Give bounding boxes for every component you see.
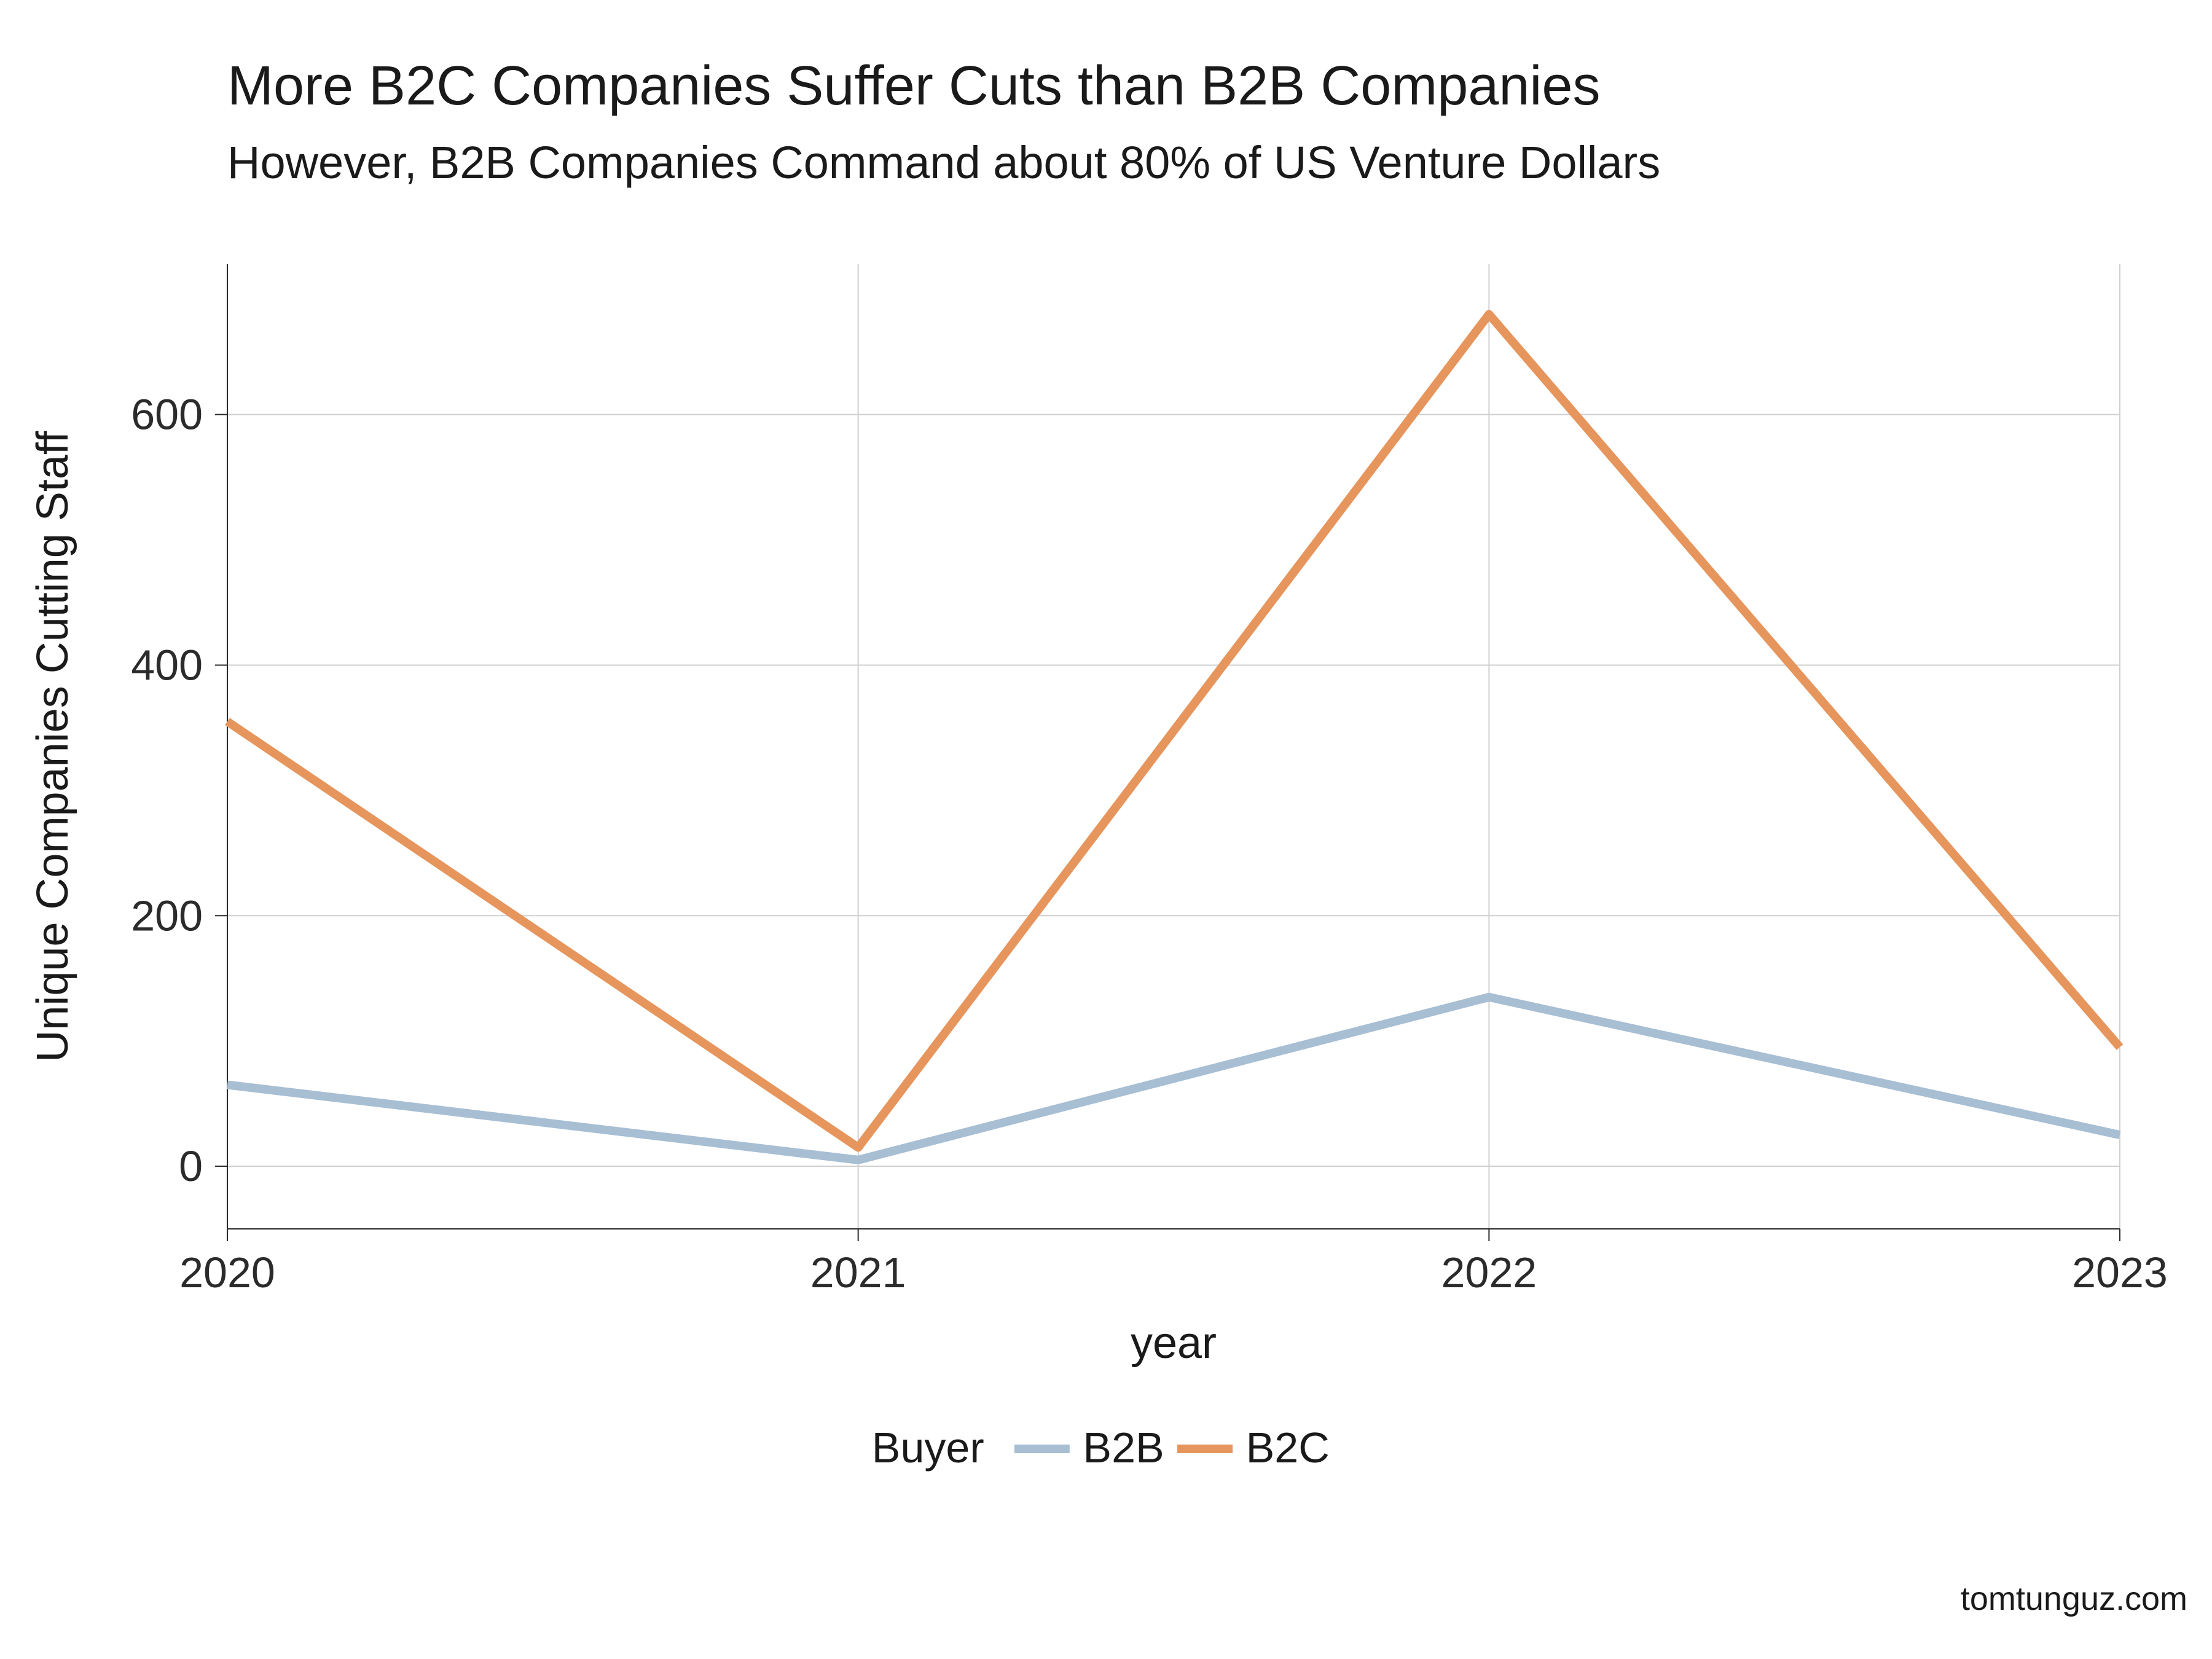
y-tick-label: 200 <box>131 892 203 939</box>
y-tick-label: 600 <box>131 391 203 439</box>
x-tick-label: 2020 <box>179 1249 275 1296</box>
y-tick-label: 400 <box>131 641 203 689</box>
chart-container: More B2C Companies Suffer Cuts than B2B … <box>0 0 2212 1659</box>
legend-label-b2b: B2B <box>1083 1424 1164 1472</box>
x-tick-label: 2021 <box>810 1249 906 1296</box>
x-axis-label: year <box>1131 1319 1217 1368</box>
chart-subtitle: However, B2B Companies Command about 80%… <box>227 137 1660 188</box>
legend-label-b2c: B2C <box>1246 1424 1330 1472</box>
y-axis-label: Unique Companies Cutting Staff <box>28 430 77 1062</box>
line-chart: More B2C Companies Suffer Cuts than B2B … <box>0 0 2212 1659</box>
chart-title: More B2C Companies Suffer Cuts than B2B … <box>227 55 1600 117</box>
legend-title: Buyer <box>872 1424 984 1472</box>
x-tick-label: 2022 <box>1441 1249 1537 1296</box>
x-tick-label: 2023 <box>2072 1249 2168 1296</box>
attribution: tomtunguz.com <box>1961 1580 2187 1617</box>
y-tick-label: 0 <box>179 1142 203 1190</box>
